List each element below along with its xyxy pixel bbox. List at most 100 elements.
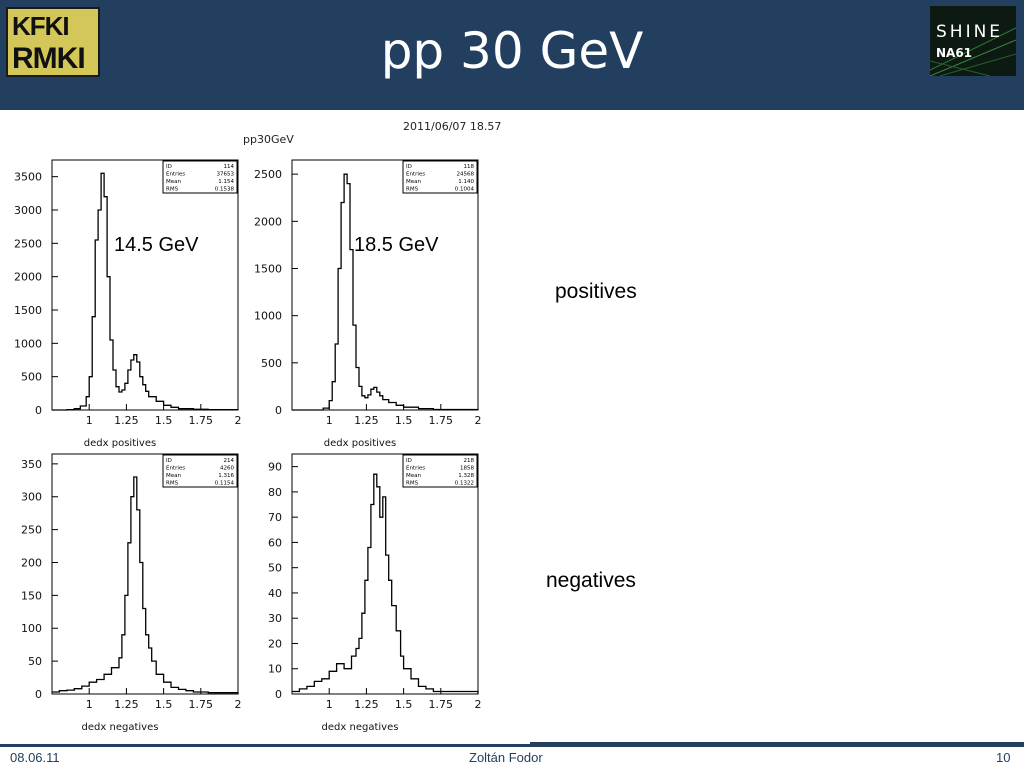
stats-value: 0.1154 (215, 481, 235, 487)
plot-frame (291, 453, 479, 695)
y-tick-label: 1500 (254, 262, 282, 275)
y-tick-label: 90 (268, 461, 282, 474)
plot-frame (51, 159, 239, 411)
x-tick-label: 1 (326, 698, 333, 711)
stats-value: 0.1538 (215, 187, 235, 193)
stats-key: RMS (406, 481, 419, 487)
x-tick-label: 1.25 (354, 414, 379, 427)
y-tick-label: 2000 (14, 271, 42, 284)
y-tick-label: 2000 (254, 215, 282, 228)
footer-date: 08.06.11 (10, 750, 60, 765)
x-tick-label: 1.75 (189, 698, 214, 711)
y-tick-label: 3000 (14, 204, 42, 217)
stats-value: 37653 (217, 172, 235, 178)
stats-box (402, 160, 478, 194)
histogram-line (292, 473, 479, 694)
stats-value: 1858 (460, 466, 474, 472)
x-tick-label: 1 (86, 698, 93, 711)
shine-na61-logo: SHINE NA61 (930, 6, 1016, 76)
y-tick-label: 2500 (14, 237, 42, 250)
y-tick-label: 50 (28, 655, 42, 668)
x-axis-label: dedx positives (324, 438, 396, 449)
x-tick-label: 1.5 (155, 698, 173, 711)
x-tick-label: 1 (86, 414, 93, 427)
y-tick-label: 3500 (14, 171, 42, 184)
x-tick-label: 1.75 (189, 414, 214, 427)
x-tick-label: 1.5 (395, 414, 413, 427)
y-tick-label: 0 (275, 688, 282, 701)
y-tick-label: 0 (35, 404, 42, 417)
positives-label: positives (555, 280, 637, 303)
kfki-rmki-logo: KFKI RMKI (6, 7, 100, 77)
x-axis-label: dedx negatives (82, 722, 159, 733)
y-tick-label: 0 (275, 404, 282, 417)
page-title: pp 30 GeV (380, 22, 644, 80)
x-axis-label: dedx negatives (322, 722, 399, 733)
y-tick-label: 2500 (254, 168, 282, 181)
x-tick-label: 2 (475, 698, 482, 711)
y-tick-label: 200 (21, 556, 42, 569)
stats-key: Mean (166, 473, 181, 479)
footer-line (0, 744, 1024, 747)
stats-key: Mean (406, 473, 421, 479)
y-tick-label: 40 (268, 587, 282, 600)
x-tick-label: 1.25 (114, 414, 139, 427)
stats-value: 24568 (457, 172, 475, 178)
y-tick-label: 1000 (14, 337, 42, 350)
stats-value: 1.140 (458, 179, 474, 185)
negatives-label: negatives (546, 569, 636, 592)
x-tick-label: 1.5 (395, 698, 413, 711)
histogram-line (52, 476, 239, 694)
x-tick-label: 2 (235, 414, 242, 427)
y-tick-label: 500 (261, 357, 282, 370)
header-bar (0, 0, 1024, 110)
y-tick-label: 150 (21, 589, 42, 602)
stats-value: 0.1004 (455, 187, 475, 193)
y-tick-label: 350 (21, 458, 42, 471)
y-tick-label: 0 (35, 688, 42, 701)
stats-key: Mean (166, 179, 181, 185)
stats-key: Entries (406, 466, 425, 472)
stats-key: ID (406, 458, 412, 464)
x-tick-label: 1.25 (114, 698, 139, 711)
x-tick-label: 1.5 (155, 414, 173, 427)
stats-value: 0.1322 (455, 481, 474, 487)
stats-value: 1.154 (218, 179, 234, 185)
y-tick-label: 300 (21, 491, 42, 504)
stats-key: Mean (406, 179, 421, 185)
y-tick-label: 1000 (254, 310, 282, 323)
stats-value: 114 (224, 164, 235, 170)
y-tick-label: 100 (21, 622, 42, 635)
stats-value: 214 (224, 458, 235, 464)
x-tick-label: 1.25 (354, 698, 379, 711)
energy-annotation: 18.5 GeV (354, 234, 439, 256)
plot-frame (51, 453, 239, 695)
energy-annotation: 14.5 GeV (114, 234, 199, 256)
stats-key: RMS (166, 481, 179, 487)
y-tick-label: 80 (268, 486, 282, 499)
stats-key: ID (406, 164, 412, 170)
x-tick-label: 1.75 (429, 698, 454, 711)
y-tick-label: 1500 (14, 304, 42, 317)
y-tick-label: 20 (268, 637, 282, 650)
stats-key: RMS (166, 187, 179, 193)
x-tick-label: 2 (475, 414, 482, 427)
x-tick-label: 2 (235, 698, 242, 711)
footer-line-accent (530, 742, 1024, 745)
figure-name: pp30GeV (243, 133, 294, 146)
stats-value: 218 (464, 458, 475, 464)
histogram-line (52, 172, 239, 411)
histogram-line (292, 173, 479, 411)
plot-frame (291, 159, 479, 411)
stats-key: Entries (406, 172, 425, 178)
stats-key: ID (166, 458, 172, 464)
y-tick-label: 30 (268, 612, 282, 625)
footer-page-number: 10 (996, 750, 1011, 765)
figure-timestamp: 2011/06/07 18.57 (403, 120, 502, 133)
stats-value: 4260 (220, 466, 234, 472)
x-axis-label: dedx positives (84, 438, 156, 449)
footer-author: Zoltán Fodor (469, 750, 543, 765)
y-tick-label: 70 (268, 511, 282, 524)
stats-box (162, 454, 238, 488)
